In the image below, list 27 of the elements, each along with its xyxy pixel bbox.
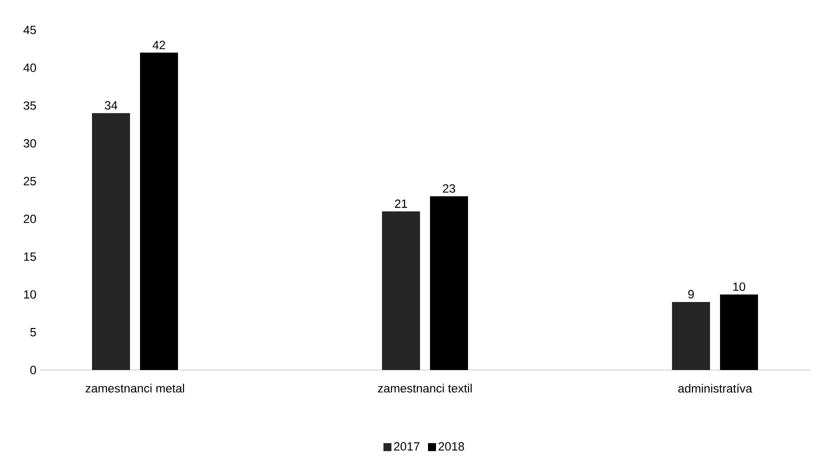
legend-label: 2018: [438, 442, 464, 451]
data-label: 23: [442, 184, 456, 193]
x-tick-label: administratíva: [678, 384, 752, 393]
data-label: 9: [688, 290, 694, 298]
bar: [672, 302, 710, 370]
y-tick-label: 10: [24, 290, 36, 299]
y-tick-label: 30: [24, 139, 36, 148]
y-tick-label: 45: [23, 26, 36, 34]
bar: [140, 52, 178, 370]
y-tick-label: 20: [24, 214, 36, 224]
data-label: 42: [152, 40, 166, 50]
y-tick-label: 5: [30, 328, 36, 336]
y-tick-label: 35: [24, 101, 36, 110]
y-tick-label: 40: [23, 64, 36, 72]
y-tick-label: 0: [30, 366, 36, 374]
bar: [382, 211, 420, 370]
bar: [720, 294, 758, 370]
bar: [430, 196, 468, 370]
x-tick-label: zamestnanci metal: [86, 384, 184, 393]
legend-label: 2017: [394, 442, 420, 451]
y-tick-label: 25: [24, 176, 36, 186]
x-tick-label: zamestnanci textil: [378, 384, 472, 393]
data-label: 21: [394, 199, 408, 208]
y-tick-label: 15: [24, 252, 36, 261]
data-label: 10: [733, 282, 746, 291]
bar: [92, 113, 130, 370]
data-label: 34: [104, 101, 118, 110]
